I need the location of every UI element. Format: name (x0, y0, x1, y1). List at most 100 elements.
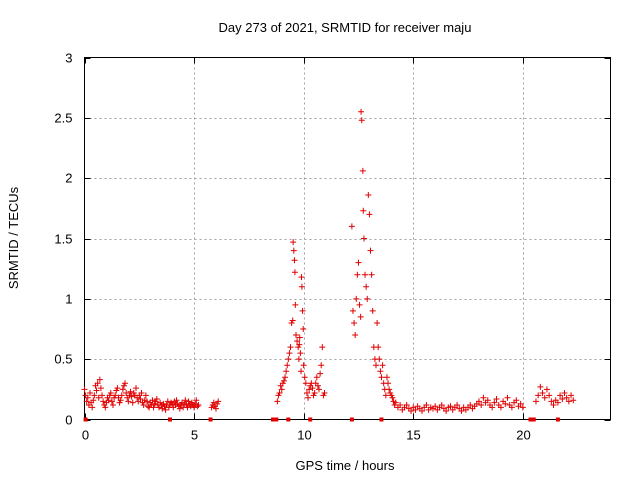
data-point (107, 389, 114, 396)
data-point (543, 386, 550, 393)
data-point (513, 397, 520, 404)
data-point (149, 397, 156, 404)
data-point (376, 356, 383, 363)
data-point (563, 394, 570, 401)
data-point (118, 392, 125, 399)
data-point (162, 406, 169, 413)
data-point (480, 394, 487, 401)
data-point (184, 404, 191, 411)
data-point (377, 368, 384, 375)
data-point (137, 395, 144, 402)
data-point (112, 392, 119, 399)
data-point (403, 402, 410, 409)
y-tick-label: 0 (65, 413, 72, 428)
data-point (96, 376, 103, 383)
data-point (291, 257, 298, 264)
data-point (286, 350, 293, 357)
data-point (119, 386, 126, 393)
data-point (290, 239, 297, 246)
y-tick-label: 3 (65, 51, 72, 66)
data-point (94, 380, 101, 387)
data-point (535, 392, 542, 399)
data-point (289, 317, 296, 324)
data-point (298, 274, 305, 281)
data-point (290, 247, 297, 254)
data-point (296, 334, 303, 341)
data-point (213, 405, 219, 412)
baseline-marker (531, 417, 536, 422)
data-point (358, 108, 365, 115)
data-point (366, 211, 373, 218)
data-point (497, 404, 504, 411)
data-point (546, 392, 553, 399)
data-point (125, 398, 132, 405)
data-point (467, 402, 474, 409)
data-point (314, 382, 321, 389)
data-point (306, 386, 313, 393)
data-point (97, 385, 104, 392)
data-point (127, 388, 134, 395)
data-point (348, 223, 355, 230)
data-point (565, 398, 572, 405)
data-point (142, 392, 149, 399)
y-tick-label: 1.5 (54, 232, 72, 247)
data-point (283, 368, 290, 375)
x-tick-label: 5 (191, 428, 198, 443)
data-point (114, 385, 121, 392)
data-point (280, 377, 287, 384)
data-point (305, 394, 312, 401)
data-point (145, 403, 152, 410)
data-point (519, 404, 526, 411)
baseline-marker (274, 417, 279, 422)
data-point (352, 332, 359, 339)
data-point (215, 398, 222, 405)
data-point (554, 399, 561, 406)
data-point (108, 398, 115, 405)
data-point (285, 356, 292, 363)
baseline-marker (83, 417, 88, 422)
data-point (397, 402, 404, 409)
data-point (123, 389, 130, 396)
data-point (489, 404, 496, 411)
data-point (278, 386, 285, 393)
data-point (284, 362, 291, 369)
data-point (375, 344, 382, 351)
data-point (484, 397, 491, 404)
data-point (140, 402, 147, 409)
data-point (570, 397, 577, 404)
data-point (164, 398, 171, 405)
data-point (539, 389, 546, 396)
data-point (86, 389, 93, 396)
data-point (363, 283, 370, 290)
y-tick-label: 1 (65, 292, 72, 307)
x-tick-label: 15 (406, 428, 420, 443)
data-point (364, 295, 371, 302)
data-point (476, 398, 482, 405)
data-point (508, 404, 515, 411)
data-point (360, 207, 367, 214)
data-point (298, 368, 305, 375)
data-point (557, 392, 564, 399)
data-point (117, 397, 124, 404)
data-point (296, 341, 303, 348)
data-point (194, 403, 201, 410)
data-point (362, 271, 369, 278)
y-tick-label: 0.5 (54, 352, 72, 367)
data-point (102, 404, 109, 411)
data-point (368, 271, 375, 278)
data-point (532, 398, 539, 405)
data-point (372, 362, 379, 369)
data-point (385, 380, 392, 387)
data-point (99, 392, 106, 399)
data-point (150, 404, 157, 411)
data-point (561, 389, 568, 396)
data-point (359, 167, 366, 174)
data-point (89, 404, 96, 411)
data-point (173, 397, 180, 404)
data-point (122, 380, 129, 387)
x-tick-label: 20 (516, 428, 530, 443)
data-point (313, 374, 320, 381)
data-point (356, 301, 363, 308)
data-point (360, 235, 367, 242)
